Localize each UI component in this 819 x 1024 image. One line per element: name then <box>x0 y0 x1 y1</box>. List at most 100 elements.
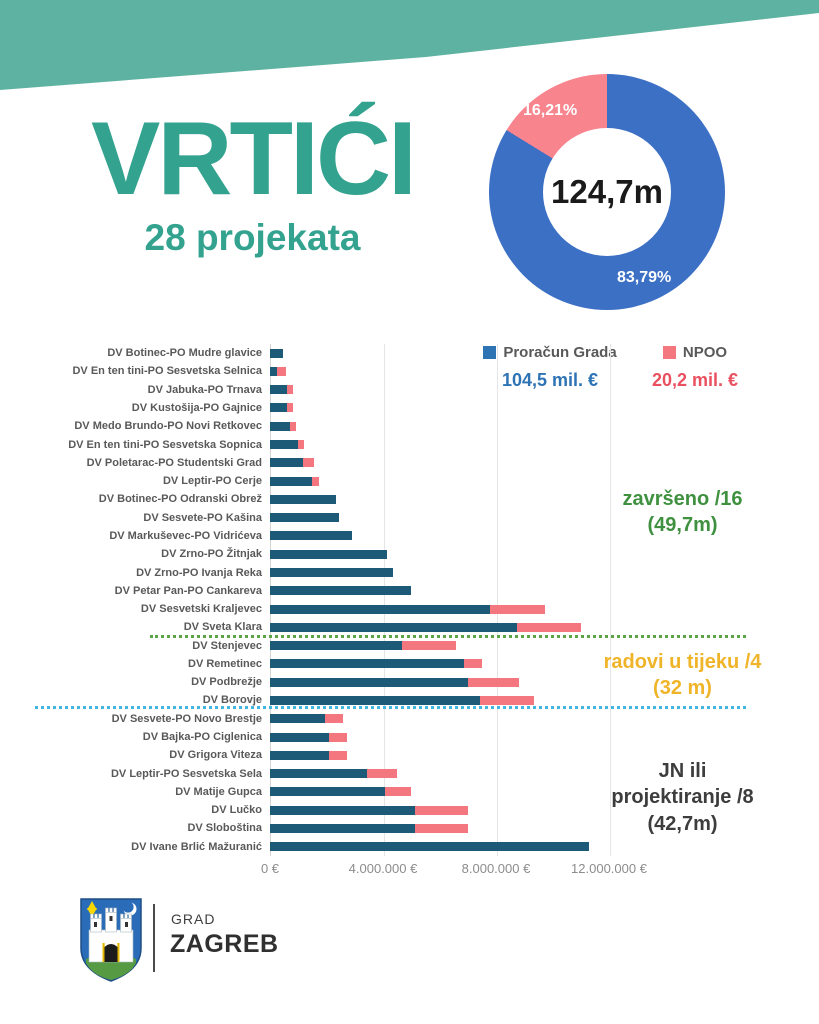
title-block: VRTIĆI 28 projekata <box>55 96 450 259</box>
footer-org-bottom: ZAGREB <box>170 930 279 958</box>
bar-label: DV Sesvete-PO Kašina <box>143 511 262 524</box>
bar-label: DV Jabuka-PO Trnava <box>147 383 262 396</box>
bar-label: DV Sesvete-PO Novo Brestje <box>111 712 262 725</box>
bar-row: DV Botinec-PO Mudre glavice <box>35 344 661 362</box>
bar-row: DV Kustošija-PO Gajnice <box>35 399 661 417</box>
separator-zavrseno <box>150 635 746 638</box>
bar-segment-npoo <box>312 476 320 486</box>
bar-row: DV Sveta Klara <box>35 618 661 636</box>
gridline <box>496 344 498 856</box>
legend-amount-proracun: 104,5 mil. € <box>501 370 599 390</box>
bar-row: DV Jabuka-PO Trnava <box>35 381 661 399</box>
legend-proracun: Proračun Grada 104,5 mil. € <box>466 344 634 391</box>
bar-row: DV Zrno-PO Ivanja Reka <box>35 563 661 581</box>
donut-hole: 124,7m <box>543 128 671 256</box>
bar-plot-area <box>270 732 661 742</box>
bar-plot-area <box>270 366 661 376</box>
bar-label: DV Remetinec <box>188 657 262 670</box>
bar-row: DV Grigora Viteza <box>35 746 661 764</box>
gridline <box>383 344 385 856</box>
bar-segment-npoo <box>402 641 456 651</box>
bar-row: DV En ten tini-PO Sesvetska Sopnica <box>35 435 661 453</box>
bar-segment-npoo <box>414 823 469 833</box>
bar-row: DV Sesvete-PO Novo Brestje <box>35 710 661 728</box>
bar-segment-npoo <box>325 714 344 724</box>
bar-segment-npoo <box>517 622 581 632</box>
gridline <box>609 344 611 856</box>
bar-segment-npoo <box>366 769 398 779</box>
bar-segment-npoo <box>480 695 535 705</box>
x-axis-tick: 0 € <box>260 861 280 876</box>
bar-segment-proracun <box>270 531 353 541</box>
bar-label: DV Petar Pan-PO Cankareva <box>114 584 262 597</box>
bar-segment-proracun <box>270 659 464 669</box>
bar-label: DV Matije Gupca <box>175 785 262 798</box>
bar-row: DV Ivane Brlić Mažuranić <box>35 838 661 856</box>
bar-row: DV Sesvete-PO Kašina <box>35 509 661 527</box>
bar-plot-area <box>270 750 661 760</box>
bar-row: DV Sloboština <box>35 819 661 837</box>
annotation-zavrseno: završeno /16 (49,7m) <box>590 486 775 539</box>
bar-segment-proracun <box>270 787 385 797</box>
donut-total-label: 124,7m <box>551 173 663 210</box>
bar-segment-npoo <box>287 403 294 413</box>
bar-segment-proracun <box>270 403 288 413</box>
bar-label: DV Poletarac-PO Studentski Grad <box>86 456 262 469</box>
annotation-line: projektiranje /8 <box>611 786 754 809</box>
bar-label: DV Ivane Brlić Mažuranić <box>131 840 262 853</box>
bar-plot-area <box>270 531 661 541</box>
bar-segment-proracun <box>270 823 415 833</box>
bar-label: DV Podbrežje <box>191 676 262 689</box>
bar-segment-npoo <box>287 385 293 395</box>
bar-segment-npoo <box>303 458 314 468</box>
bar-segment-proracun <box>270 622 518 632</box>
bar-label: DV En ten tini-PO Sesvetska Selnica <box>72 365 262 378</box>
bar-segment-proracun <box>270 750 329 760</box>
bar-label: DV Sesvetski Kraljevec <box>140 603 262 616</box>
zagreb-coat-of-arms <box>80 898 142 982</box>
bar-segment-npoo <box>328 750 347 760</box>
bar-row: DV Remetinec <box>35 655 661 673</box>
donut-npoo-percent: 16,21% <box>523 102 578 119</box>
donut-proracun-percent: 83,79% <box>617 269 672 286</box>
legend-square-npoo-icon <box>662 346 676 359</box>
bar-label: DV Botinec-PO Mudre glavice <box>107 347 262 360</box>
bar-segment-proracun <box>270 695 481 705</box>
bar-label: DV Leptir-PO Sesvetska Sela <box>110 767 262 780</box>
bar-label: DV Medo Brundo-PO Novi Retkovec <box>74 420 262 433</box>
bar-label: DV Stenjevec <box>192 639 262 652</box>
page-subtitle: 28 projekata <box>144 216 361 258</box>
bar-segment-proracun <box>270 677 469 687</box>
footer-divider <box>153 904 155 972</box>
legend-square-proracun-icon <box>483 346 497 359</box>
chart-gridlines <box>270 344 660 856</box>
annotation-line: (49,7m) <box>647 514 718 537</box>
bar-plot-area <box>270 549 661 559</box>
bar-label: DV Grigora Viteza <box>169 749 262 762</box>
bar-label: DV Markuševec-PO Vidrićeva <box>109 529 262 542</box>
bar-plot-area <box>270 659 661 669</box>
bar-segment-proracun <box>270 549 387 559</box>
bar-segment-npoo <box>384 787 412 797</box>
bar-plot-area <box>270 622 661 632</box>
bar-plot-area <box>270 714 661 724</box>
bar-segment-proracun <box>270 458 304 468</box>
bar-label: DV Leptir-PO Cerje <box>162 475 262 488</box>
bar-row: DV Botinec-PO Odranski Obrež <box>35 490 661 508</box>
top-banner-ribbon <box>0 0 819 90</box>
bar-segment-npoo <box>289 421 296 431</box>
bar-label: DV Botinec-PO Odranski Obrež <box>98 493 262 506</box>
bar-row: DV Lučko <box>35 801 661 819</box>
bar-row: DV Podbrežje <box>35 673 661 691</box>
bar-row: DV Stenjevec <box>35 637 661 655</box>
bar-plot-area <box>270 695 661 705</box>
bar-segment-npoo <box>490 604 545 614</box>
bar-plot-area <box>270 513 661 523</box>
bar-label: DV Sveta Klara <box>183 621 262 634</box>
footer-org-top: GRAD <box>171 911 216 927</box>
bar-segment-proracun <box>270 769 367 779</box>
bar-plot-area <box>270 823 661 833</box>
bar-segment-proracun <box>270 842 590 852</box>
bar-row: DV Leptir-PO Sesvetska Sela <box>35 764 661 782</box>
bar-segment-proracun <box>270 348 283 358</box>
